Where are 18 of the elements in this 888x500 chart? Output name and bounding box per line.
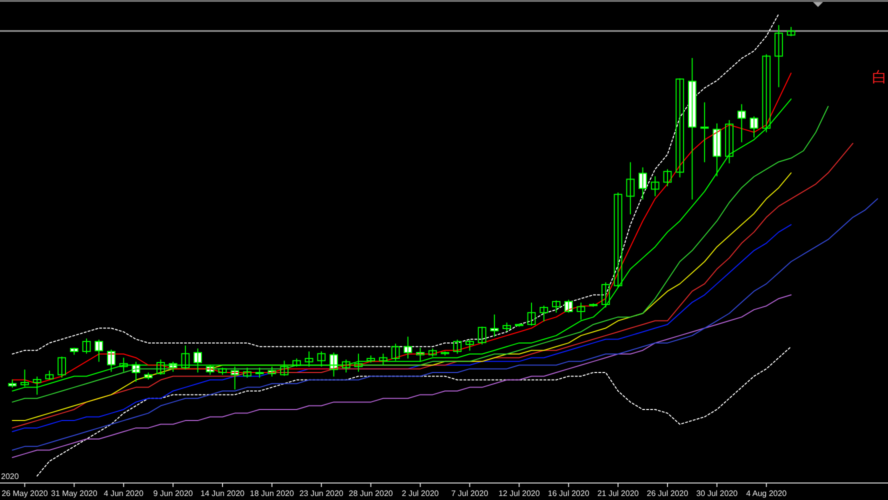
x-tick-label: 30 Jul 2020 (696, 489, 738, 498)
x-tick-label: 28 Jun 2020 (348, 489, 393, 498)
x-tick-label: 16 Jul 2020 (548, 489, 590, 498)
annotation: 白 (872, 69, 887, 86)
x-tick-label: 2 Jul 2020 (402, 489, 439, 498)
x-tick-label: 14 Jun 2020 (200, 489, 245, 498)
x-tick-label: 31 May 2020 (51, 489, 98, 498)
x-tick-label: 23 Jun 2020 (299, 489, 344, 498)
x-tick-label: 9 Jun 2020 (153, 489, 193, 498)
x-tick-label: 26 May 2020 (2, 489, 48, 498)
x-tick-label: 21 Jul 2020 (597, 489, 639, 498)
x-tick-label: 4 Jun 2020 (104, 489, 144, 498)
annotation: 2020 (1, 472, 19, 481)
x-tick-label: 7 Jul 2020 (451, 489, 488, 498)
x-tick-label: 12 Jul 2020 (498, 489, 540, 498)
x-tick-label: 18 Jun 2020 (250, 489, 294, 498)
x-tick-label: 26 Jul 2020 (646, 489, 688, 498)
x-tick-label: 4 Aug 2020 (746, 489, 787, 498)
